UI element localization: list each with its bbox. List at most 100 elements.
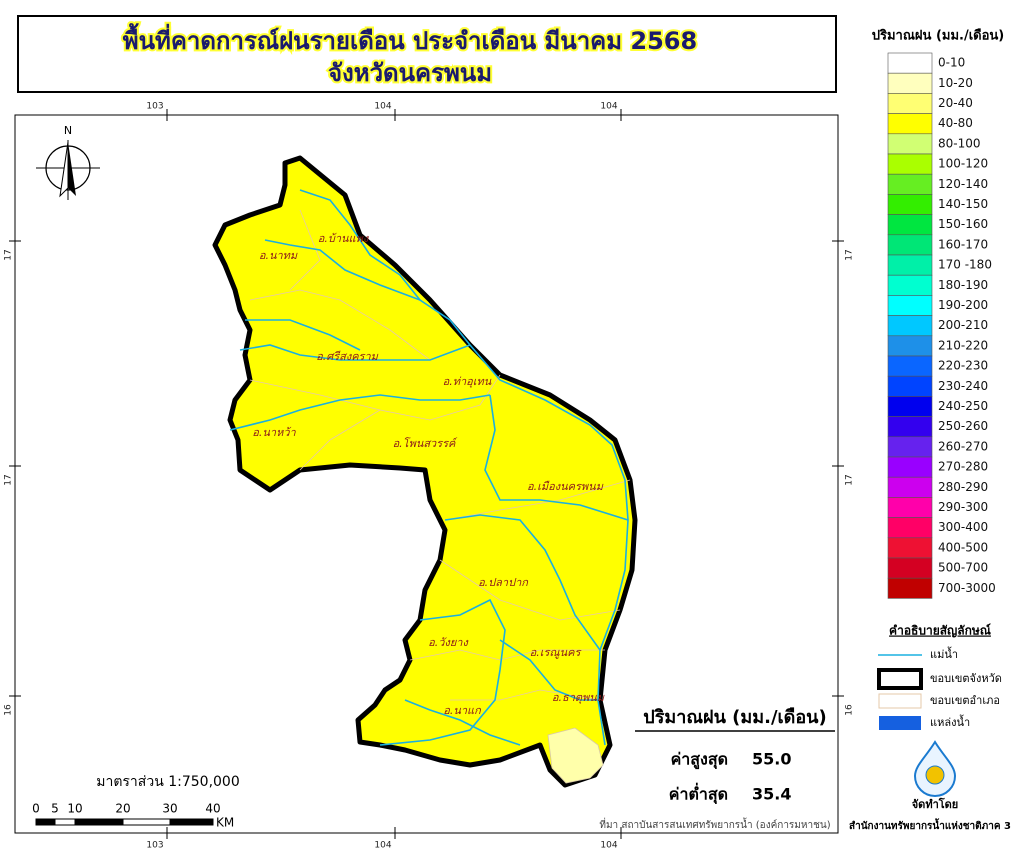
legend-swatch	[887, 456, 933, 478]
legend-swatch	[887, 153, 933, 175]
grid-label: 104	[374, 841, 391, 851]
legend-swatch	[887, 537, 933, 559]
legend-label: 200-210	[938, 318, 988, 332]
logo	[913, 740, 957, 797]
stats: ค่าสูงสุด 55.0 ค่าต่ำสุด 35.4	[669, 750, 792, 805]
scale-tick-label: 10	[67, 802, 82, 816]
legend-swatch	[887, 214, 933, 236]
legend-swatch	[887, 234, 933, 256]
scale-tick-label: 30	[162, 802, 177, 816]
district-label: อ.นาทม	[259, 249, 298, 262]
legend-swatch	[887, 254, 933, 276]
stat-value: 55.0	[752, 750, 791, 769]
legend-swatch	[887, 173, 933, 195]
legend-label: 40-80	[938, 116, 973, 130]
stat-value: 35.4	[752, 785, 791, 804]
legend-label: 20-40	[938, 96, 973, 110]
symbol-label: แหล่งน้ำ	[930, 714, 970, 729]
district-label: อ.เมืองนครพนม	[527, 480, 604, 493]
grid-label: 103	[146, 841, 163, 851]
legend-swatch	[887, 517, 933, 539]
legend-swatch	[887, 274, 933, 296]
province-symbol	[877, 668, 923, 690]
grid-label: 104	[600, 102, 617, 112]
legend-label: 120-140	[938, 177, 988, 191]
legend-label: 210-220	[938, 338, 988, 352]
scale-tick-label: 20	[115, 802, 130, 816]
legend-swatch	[887, 355, 933, 377]
low-rain-area	[547, 727, 604, 784]
legend-label: 400-500	[938, 540, 988, 554]
grid-label: 103	[146, 102, 163, 112]
legend-swatch	[887, 52, 933, 74]
legend-label: 140-150	[938, 197, 988, 211]
legend-swatch	[887, 396, 933, 417]
legend-label: 280-290	[938, 480, 988, 494]
rivers	[229, 189, 629, 746]
scale-segment	[122, 818, 171, 826]
north-label: N	[64, 124, 72, 137]
symbol-label: ขอบเขตอำเภอ	[930, 694, 1000, 707]
legend-label: 700-3000	[938, 581, 996, 595]
district-symbol	[878, 693, 922, 709]
source: ที่มา สถาบันสารสนเทศทรัพยากรน้ำ (องค์การ…	[599, 817, 830, 831]
legend-swatch	[887, 375, 933, 397]
legend-label: 500-700	[938, 561, 988, 575]
legend-label: 160-170	[938, 237, 988, 251]
legend-label: 240-250	[938, 399, 988, 413]
legend-swatch	[887, 335, 933, 357]
district-label: อ.นาหว้า	[252, 426, 296, 439]
title-box	[17, 15, 837, 93]
symbol-label: แม่น้ำ	[930, 646, 958, 661]
grid-label: 17	[845, 474, 855, 485]
legend-swatch	[887, 93, 933, 114]
legend-swatch	[887, 133, 933, 155]
legend-label: 100-120	[938, 157, 988, 171]
north-arrow: N	[36, 124, 100, 200]
legend-label: 190-200	[938, 298, 988, 312]
district-label: อ.วังยาง	[428, 636, 469, 649]
district-label: อ.เรณูนคร	[530, 646, 583, 659]
district-boundaries	[249, 209, 631, 701]
legend-label: 180-190	[938, 278, 988, 292]
rain-legend: 0-10 10-20 20-40 40-80 80-100 100-120 120-140 1…	[887, 52, 996, 599]
scale-label: มาตราส่วน 1:750,000	[96, 774, 240, 790]
legend-label: 0-10	[938, 56, 965, 70]
scale-segment	[35, 818, 56, 826]
stats-title: ปริมาณฝน (มม./เดือน)	[643, 707, 826, 728]
legend-swatch	[887, 497, 933, 518]
producer-name: สำนักงานทรัพยากรน้ำแห่งชาติภาค 3	[849, 818, 1011, 832]
legend-swatch	[887, 315, 933, 337]
water-symbol	[879, 716, 921, 730]
grid-label: 104	[600, 841, 617, 851]
grid-labels: 103 104 104 103 104 104 17 17 16 17 17 16	[4, 102, 855, 851]
legend-swatch	[887, 72, 933, 94]
scale-tick-label: 40	[205, 802, 220, 816]
scale-tick-label: 0	[32, 802, 40, 816]
stat-label: ค่าต่ำสุด	[669, 783, 728, 805]
legend-swatch	[887, 577, 933, 599]
symbol-label: ขอบเขตจังหวัด	[930, 672, 1002, 685]
grid-label: 17	[4, 249, 14, 260]
scale-segment	[54, 818, 76, 826]
grid-label: 17	[4, 474, 14, 485]
title: พื้นที่คาดการณ์ฝนรายเดือน ประจำเดือน มีน…	[123, 22, 697, 55]
legend-label: 10-20	[938, 76, 973, 90]
legend-label: 230-240	[938, 379, 988, 393]
stat-label: ค่าสูงสุด	[671, 750, 728, 771]
scale-segment	[169, 818, 214, 826]
legend-label: 250-260	[938, 419, 988, 433]
grid-label: 17	[845, 249, 855, 260]
scale-tick-label: 5	[51, 802, 59, 816]
legend-title: ปริมาณฝน (มม./เดือน)	[872, 28, 1004, 44]
legend-swatch	[887, 436, 933, 458]
legend-label: 270-280	[938, 460, 988, 474]
legend-label: 170 -180	[938, 258, 992, 272]
producer-label: จัดทำโดย	[912, 797, 959, 811]
subtitle: จังหวัดนครพนม	[328, 59, 492, 87]
scale-unit: KM	[216, 816, 234, 830]
legend-swatch	[887, 295, 933, 316]
